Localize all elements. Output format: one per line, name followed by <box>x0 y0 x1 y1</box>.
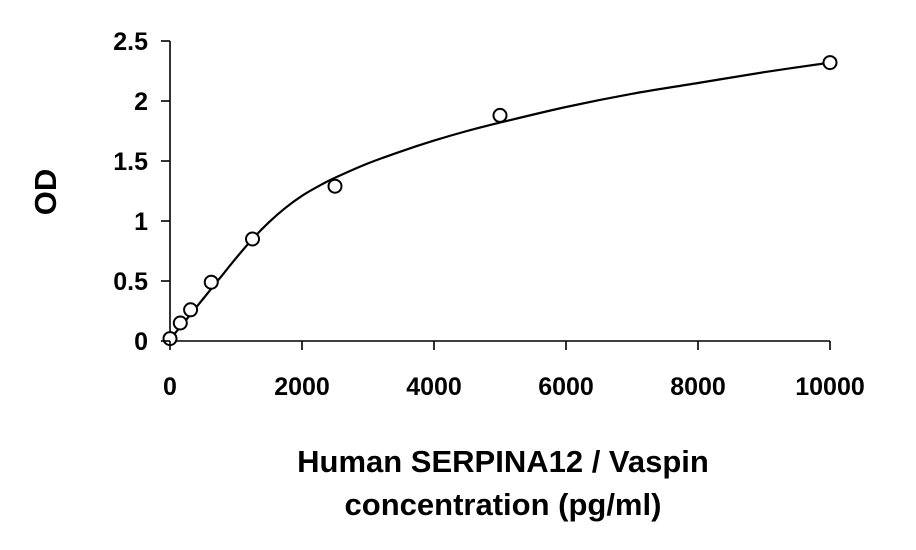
x-tick-label: 8000 <box>670 373 726 401</box>
data-point <box>245 231 260 247</box>
x-axis-title-line-2: concentration (pg/ml) <box>345 487 662 522</box>
x-axis-ticks: 0 2000 4000 6000 8000 10000 <box>163 341 865 401</box>
y-tick-label: 0 <box>134 328 148 356</box>
x-tick-label: 0 <box>163 373 177 401</box>
x-axis-title-line-1: Human SERPINA12 / Vaspin <box>297 444 709 479</box>
fit-curve-line <box>169 61 831 340</box>
x-tick-label: 6000 <box>538 373 594 401</box>
y-tick-label: 1 <box>134 208 148 236</box>
y-axis-ticks: 0 0.5 1 1.5 2 2.5 <box>113 28 170 356</box>
y-tick-label: 2 <box>134 88 148 116</box>
y-tick-label: 1.5 <box>113 148 148 176</box>
data-point <box>183 302 199 318</box>
data-point <box>203 274 219 290</box>
y-tick-label: 2.5 <box>113 28 148 56</box>
data-point <box>172 315 188 331</box>
y-axis-title: OD <box>28 169 63 216</box>
y-tick-label: 0.5 <box>113 268 148 296</box>
x-tick-label: 2000 <box>274 373 330 401</box>
plot-area <box>162 41 838 347</box>
x-tick-label: 10000 <box>795 373 865 401</box>
x-tick-label: 4000 <box>406 373 462 401</box>
data-point <box>822 55 838 71</box>
data-point <box>492 107 508 123</box>
data-point <box>327 178 343 194</box>
